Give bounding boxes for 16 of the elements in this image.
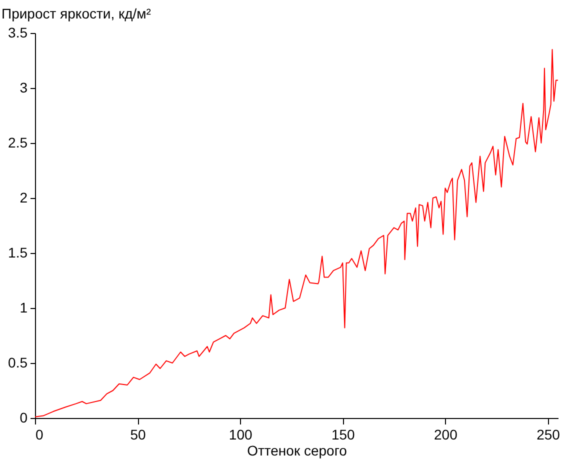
x-tick-label: 50 bbox=[130, 426, 146, 442]
x-tick-label: 200 bbox=[434, 426, 458, 442]
x-tick-label: 0 bbox=[36, 426, 44, 442]
y-tick-label: 0.5 bbox=[8, 354, 28, 370]
y-axis-title: Прирост яркости, кд/м² bbox=[2, 6, 152, 22]
x-tick-label: 150 bbox=[331, 426, 356, 442]
y-tick-label: 2 bbox=[20, 190, 28, 206]
y-tick-label: 2.5 bbox=[8, 134, 28, 150]
y-tick-label: 3 bbox=[20, 80, 28, 96]
x-tick-label: 100 bbox=[228, 426, 252, 442]
y-tick-label: 1 bbox=[20, 300, 28, 316]
y-tick-label: 1.5 bbox=[8, 244, 28, 260]
x-axis-title: Оттенок серого bbox=[247, 442, 348, 458]
y-tick-label: 3.5 bbox=[8, 24, 28, 40]
y-tick-label: 0 bbox=[20, 410, 28, 426]
x-tick-label: 250 bbox=[536, 426, 560, 442]
